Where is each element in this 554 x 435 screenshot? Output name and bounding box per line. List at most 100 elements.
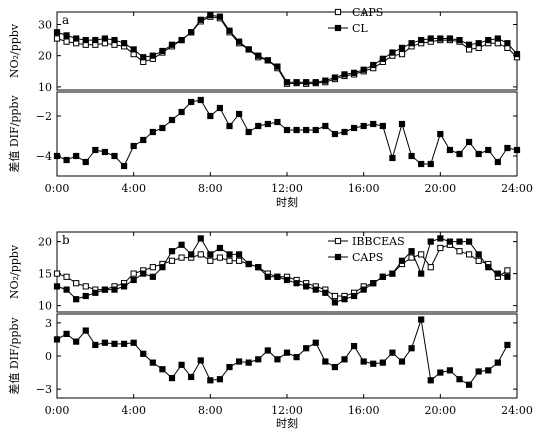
- data-point: [178, 241, 185, 248]
- data-point: [111, 340, 118, 347]
- x-tick-label: 24:00: [501, 182, 533, 195]
- data-point: [226, 257, 233, 264]
- data-point: [293, 126, 300, 134]
- data-point: [140, 350, 147, 357]
- data-point: [197, 251, 204, 258]
- data-point: [92, 146, 99, 154]
- data-point: [53, 29, 61, 36]
- data-point: [408, 345, 415, 352]
- data-point: [494, 158, 501, 166]
- data-point: [274, 356, 281, 363]
- data-point: [456, 376, 463, 383]
- data-point: [398, 44, 406, 51]
- data-point: [101, 148, 109, 156]
- data-point: [226, 251, 233, 258]
- data-point: [130, 270, 137, 277]
- data-point: [226, 363, 233, 371]
- data-point: [312, 286, 319, 293]
- subplot-bottom: −3 0 3 差值 DIF/ppbv: [7, 313, 518, 399]
- x-tick-label: 4:00: [121, 404, 146, 417]
- legend-label: CAPS: [352, 251, 383, 264]
- data-point: [475, 40, 482, 47]
- y-tick-label: 20: [38, 50, 52, 63]
- x-tick-label: 16:00: [348, 182, 380, 195]
- data-point: [82, 292, 89, 300]
- data-point: [140, 136, 147, 144]
- data-point: [379, 273, 386, 280]
- data-point: [159, 366, 166, 373]
- data-point: [207, 112, 214, 120]
- x-tick-label: 12:00: [271, 404, 303, 417]
- data-point: [82, 158, 89, 166]
- data-point: [283, 79, 291, 86]
- legend-marker: [334, 237, 342, 245]
- data-point: [82, 327, 89, 334]
- panel-label: b: [62, 233, 70, 247]
- data-point: [341, 71, 348, 78]
- data-point: [370, 360, 377, 367]
- data-point: [303, 283, 310, 290]
- data-point: [446, 35, 454, 42]
- data-point: [331, 299, 339, 306]
- data-point: [197, 357, 204, 364]
- y-tick-label: 10: [38, 300, 52, 313]
- data-point: [264, 120, 271, 128]
- data-point: [53, 270, 61, 277]
- data-point: [331, 363, 339, 371]
- data-point: [303, 126, 310, 134]
- y-axis-label: NO₂/ppbv: [8, 23, 21, 78]
- data-point: [130, 142, 137, 150]
- data-point: [322, 122, 329, 130]
- data-point: [216, 254, 224, 261]
- data-point: [446, 367, 454, 374]
- data-point: [456, 248, 463, 255]
- data-point: [283, 349, 291, 356]
- data-point: [513, 146, 521, 154]
- y-tick-label: −2: [36, 110, 52, 123]
- data-point: [255, 264, 262, 271]
- y-tick-label: 3: [45, 317, 52, 330]
- data-point: [111, 36, 118, 44]
- data-point: [465, 41, 473, 48]
- x-tick-label: 4:00: [121, 182, 146, 195]
- data-point: [446, 146, 454, 154]
- data-point: [379, 359, 386, 366]
- data-point: [168, 116, 176, 124]
- legend-marker: [334, 253, 342, 261]
- data-point: [120, 283, 128, 290]
- data-point: [53, 283, 61, 290]
- data-point: [485, 367, 492, 374]
- data-point: [264, 273, 271, 280]
- data-point: [370, 120, 377, 128]
- data-point: [264, 347, 271, 354]
- data-point: [73, 152, 80, 160]
- data-point: [437, 130, 444, 138]
- data-point: [73, 35, 80, 42]
- data-point: [389, 349, 396, 356]
- data-point: [53, 35, 61, 42]
- data-point: [149, 52, 156, 59]
- x-tick-label: 0:00: [45, 182, 70, 195]
- data-point: [418, 36, 425, 44]
- y-tick-label: 0: [45, 350, 52, 363]
- data-point: [168, 41, 176, 48]
- data-point: [101, 286, 109, 293]
- x-tick-label: 8:00: [198, 182, 223, 195]
- data-point: [360, 286, 367, 293]
- data-point: [140, 54, 147, 61]
- data-point: [216, 244, 224, 252]
- data-point: [465, 381, 473, 388]
- data-point: [216, 104, 224, 112]
- data-point: [456, 150, 463, 158]
- data-point: [63, 32, 70, 39]
- data-point: [312, 79, 319, 86]
- data-point: [283, 276, 291, 284]
- data-point: [331, 74, 339, 81]
- legend-label: CL: [352, 22, 368, 35]
- data-point: [437, 235, 444, 242]
- data-point: [398, 358, 406, 365]
- data-point: [350, 124, 358, 132]
- data-point: [235, 251, 243, 258]
- subplot-top: 10 20 30 NO₂/ppbv CAPS CL a: [8, 6, 521, 94]
- data-point: [389, 49, 396, 56]
